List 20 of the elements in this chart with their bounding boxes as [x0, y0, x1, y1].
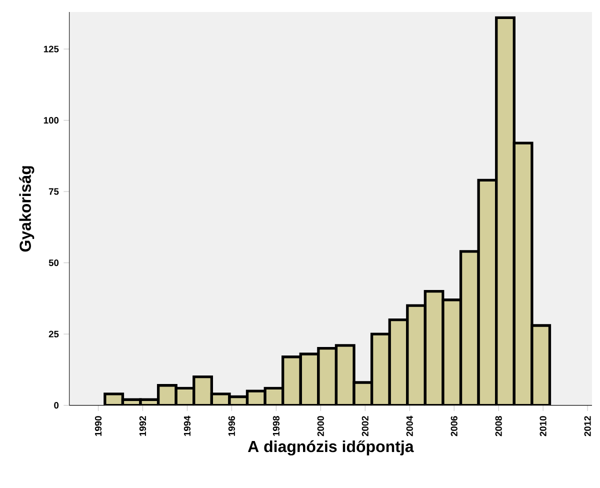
y-tick-label: 125	[44, 46, 59, 52]
x-tick-label: 2010	[540, 416, 546, 436]
y-tick-label: 25	[48, 330, 59, 338]
y-tick-label: 75	[48, 188, 59, 195]
y-tick-label: 50	[48, 260, 59, 266]
y-axis-title: Gyakoriság	[19, 166, 34, 252]
x-tick-label: 2002	[362, 416, 368, 436]
x-tick-label: 2006	[450, 416, 458, 436]
x-tick-label: 2012	[584, 416, 591, 436]
x-tick-label: 2008	[495, 416, 502, 436]
x-tick-label: 2000	[317, 416, 324, 436]
x-tick-label: 1998	[272, 416, 280, 436]
y-tick-label: 0	[54, 402, 59, 409]
x-axis-title: A diagnózis időpontja	[248, 440, 414, 456]
x-tick-label: 2004	[406, 416, 413, 436]
x-tick-label: 1992	[139, 416, 146, 436]
x-tick-label: 1994	[184, 416, 191, 436]
x-tick-label: 1990	[94, 416, 102, 436]
y-tick-label: 100	[44, 117, 59, 124]
x-tick-label: 1996	[228, 416, 235, 436]
